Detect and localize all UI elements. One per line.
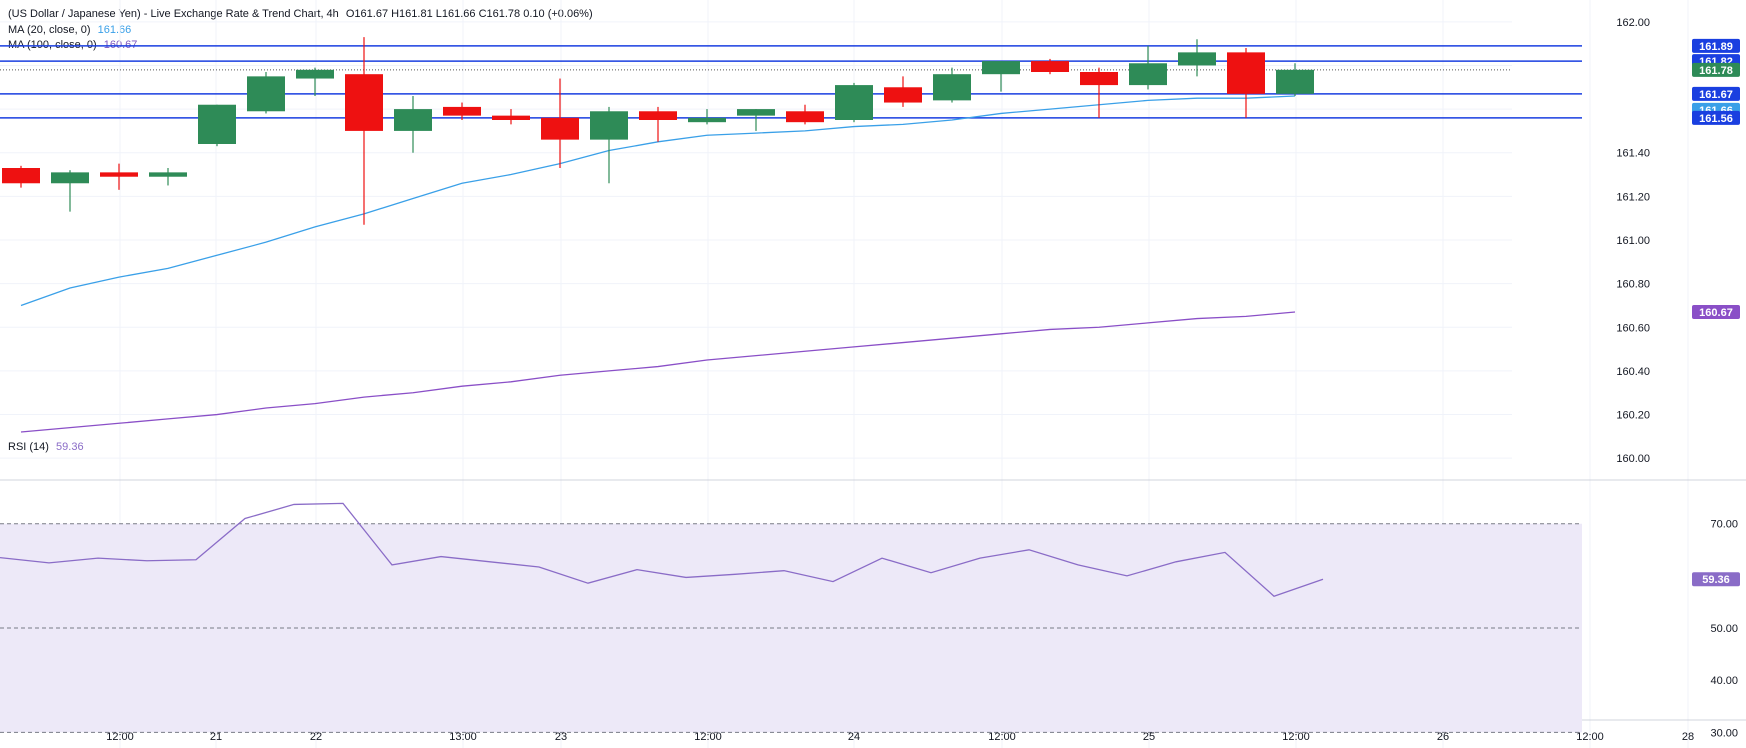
candle-body [982,61,1020,75]
y-tick-label: 160.20 [1616,410,1650,422]
rsi-label-tag [1692,572,1740,587]
ma20-legend: MA (20, close, 0) 161.66 [8,23,131,37]
candle-body [688,117,726,123]
candle-body [590,111,628,140]
rsi-label: RSI (14) [8,441,49,453]
candle-body [443,106,481,116]
ma100-label: MA (100, close, 0) [8,39,97,51]
y-tick-label: 160.40 [1616,366,1650,378]
y-tick-label: 160.80 [1616,279,1650,291]
rsi-value: 59.36 [56,441,84,453]
candle-body [247,76,285,112]
y-tick-label: 160.60 [1616,322,1650,334]
x-tick-label: 24 [848,731,860,743]
rsi-tick-label: 70.00 [1710,519,1738,531]
candle-body [1178,52,1216,66]
ma100-legend: MA (100, close, 0) 160.67 [8,38,137,52]
x-tick-label: 12:00 [694,731,722,743]
x-tick-label: 12:00 [1576,731,1604,743]
candle-body [296,69,334,79]
price-label: 161.89 [1699,41,1733,53]
candle-body [933,74,971,101]
candle-body [786,111,824,123]
price-label-tag [1692,305,1740,319]
candle-body [1227,52,1265,94]
candle-body [198,104,236,144]
x-tick-label: 23 [555,731,567,743]
ma20-value: 161.66 [97,24,132,36]
candle-body [737,109,775,116]
x-tick-label: 12:00 [106,731,134,743]
price-label: 161.67 [1699,89,1733,101]
candle-body [149,172,187,177]
price-label-tag [1692,86,1740,101]
x-tick-label: 28 [1682,731,1694,743]
candle-body [1129,63,1167,86]
candle-body [835,85,873,120]
y-tick-label: 160.00 [1616,453,1650,465]
candle-body [1031,61,1069,72]
candle-body [2,168,40,184]
x-tick-label: 12:00 [988,731,1016,743]
x-tick-label: 26 [1437,731,1449,743]
price-label-tag [1692,110,1740,125]
ma20-label: MA (20, close, 0) [8,24,91,36]
candle-body [394,109,432,131]
candle-body [492,115,530,120]
y-tick-label: 161.20 [1616,191,1650,203]
rsi-line [0,502,1324,597]
candle-body [1080,72,1118,86]
rsi-legend: RSI (14) 59.36 [8,440,84,454]
y-tick-label: 162.00 [1616,17,1650,29]
candle-body [345,74,383,131]
x-tick-label: 21 [210,731,222,743]
x-tick-label: 12:00 [1282,731,1310,743]
y-tick-label: 161.00 [1616,235,1650,247]
rsi-tick-label: 40.00 [1710,675,1738,687]
chart-title: (US Dollar / Japanese Yen) - Live Exchan… [8,8,339,20]
x-tick-label: 13:00 [449,731,477,743]
candle-body [884,87,922,103]
price-label: 160.67 [1699,307,1733,319]
price-label: 161.56 [1699,113,1733,125]
candle-body [1276,69,1314,94]
rsi-last-label: 59.36 [1702,574,1730,586]
ma100-line [20,311,1296,433]
price-label: 161.78 [1699,65,1733,77]
chart-title-row: (US Dollar / Japanese Yen) - Live Exchan… [8,7,593,21]
rsi-tick-label: 50.00 [1710,623,1738,635]
y-tick-label: 161.40 [1616,148,1650,160]
candle-body [639,111,677,120]
x-tick-label: 25 [1143,731,1155,743]
ohlc-readout: O161.67 H161.81 L161.66 C161.78 0.10 (+0… [345,8,593,20]
candle-body [51,172,89,184]
candle-body [541,117,579,140]
price-label-tag [1692,62,1740,77]
rsi-tick-label: 30.00 [1710,727,1738,739]
ma100-value: 160.67 [103,39,138,51]
x-tick-label: 22 [310,731,322,743]
candle-body [100,172,138,177]
price-label-tag [1692,38,1740,53]
